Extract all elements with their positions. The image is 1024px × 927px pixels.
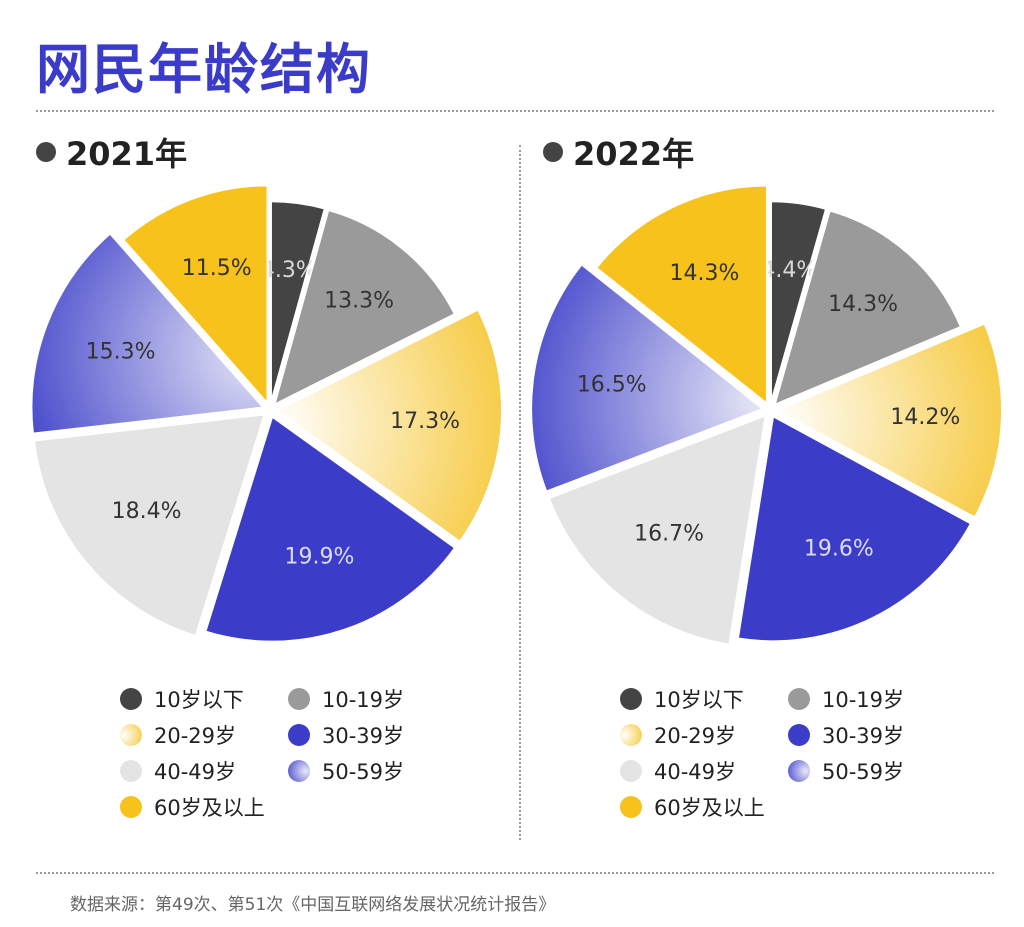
pie-chart-2022: 4.4% 14.3% 14.2% 19.6% 16.7% 16.5% 14.3% [530, 184, 1003, 646]
legend-swatch-icon [288, 688, 310, 710]
legend-label: 40-49岁 [654, 760, 737, 784]
slice-data-label: 14.2% [890, 405, 960, 430]
legend-swatch-icon [620, 688, 642, 710]
legend-item: 60岁及以上 [120, 792, 288, 822]
legend-label: 10岁以下 [654, 688, 744, 712]
legend-item: 40-49岁 [120, 756, 288, 786]
legend-item: 30-39岁 [288, 720, 438, 750]
legend-label: 30-39岁 [322, 724, 405, 748]
legend-item: 20-29岁 [120, 720, 288, 750]
panel-title-2021: 2021年 [36, 130, 187, 174]
pie-slice-4 [204, 415, 457, 643]
pie-slice-4 [736, 415, 972, 643]
slice-data-label: 16.5% [577, 372, 647, 397]
legend-swatch-icon [788, 688, 810, 710]
legend-2021: 10岁以下 10-19岁 20-29岁 30-39岁 40-49岁 50-59岁 60岁及以… [120, 684, 440, 822]
legend-label: 50-59岁 [822, 760, 905, 784]
pie-slice-7 [595, 184, 768, 405]
bullet-dot-icon [36, 142, 56, 162]
legend-item: 50-59岁 [788, 756, 938, 786]
pie-slice-1 [269, 200, 326, 405]
pie-slice-6 [30, 232, 265, 435]
legend-swatch-icon [620, 724, 642, 746]
legend-item: 60岁及以上 [620, 792, 788, 822]
panel-title-text: 2021年 [66, 135, 188, 173]
slice-data-label: 16.7% [634, 521, 704, 546]
legend-swatch-icon [288, 760, 310, 782]
legend-label: 30-39岁 [822, 724, 905, 748]
legend-label: 40-49岁 [154, 760, 237, 784]
slice-data-label: 4.4% [761, 258, 817, 283]
bottom-divider [36, 872, 994, 874]
slice-data-label: 13.3% [324, 289, 394, 314]
legend-label: 20-29岁 [154, 724, 237, 748]
slice-data-label: 19.6% [804, 536, 874, 561]
legend-swatch-icon [120, 796, 142, 818]
slice-data-label: 14.3% [670, 261, 740, 286]
slice-data-label: 19.9% [285, 544, 355, 569]
pie-slice-5 [547, 414, 767, 646]
legend-item: 10-19岁 [288, 684, 438, 714]
legend-item: 30-39岁 [788, 720, 938, 750]
legend-2022: 10岁以下 10-19岁 20-29岁 30-39岁 40-49岁 50-59岁 60岁及以… [620, 684, 940, 822]
pie-slice-7 [122, 184, 269, 405]
legend-swatch-icon [788, 760, 810, 782]
pie-slice-3 [775, 322, 1003, 519]
legend-label: 50-59岁 [322, 760, 405, 784]
center-divider [519, 145, 521, 840]
pie-slice-5 [33, 413, 266, 637]
slice-data-label: 14.3% [828, 292, 898, 317]
legend-swatch-icon [120, 760, 142, 782]
legend-label: 10-19岁 [322, 688, 405, 712]
slice-data-label: 4.3% [261, 258, 317, 283]
slice-data-label: 15.3% [86, 339, 156, 364]
pie-slice-6 [530, 263, 765, 493]
panel-title-2022: 2022年 [543, 130, 694, 174]
legend-item: 10岁以下 [620, 684, 788, 714]
legend-label: 60岁及以上 [154, 796, 265, 820]
page-title: 网民年龄结构 [36, 38, 372, 101]
slice-data-label: 11.5% [182, 256, 252, 281]
data-source-note: 数据来源：第49次、第51次《中国互联网络发展状况统计报告》 [70, 895, 556, 915]
panel-title-text: 2022年 [573, 135, 695, 173]
pie-chart-2021: 4.3% 13.3% 17.3% 19.9% 18.4% 15.3% 11.5% [30, 184, 503, 643]
legend-label: 60岁及以上 [654, 796, 765, 820]
top-divider [36, 110, 994, 112]
legend-item: 10-19岁 [788, 684, 938, 714]
pie-slice-3 [275, 308, 503, 543]
pie-slice-2 [773, 209, 962, 406]
legend-swatch-icon [120, 724, 142, 746]
legend-swatch-icon [620, 760, 642, 782]
legend-swatch-icon [788, 724, 810, 746]
pie-slice-2 [273, 209, 456, 406]
legend-label: 10岁以下 [154, 688, 244, 712]
legend-item: 20-29岁 [620, 720, 788, 750]
bullet-dot-icon [543, 142, 563, 162]
legend-item: 40-49岁 [620, 756, 788, 786]
legend-swatch-icon [120, 688, 142, 710]
legend-item: 50-59岁 [288, 756, 438, 786]
legend-swatch-icon [620, 796, 642, 818]
slice-data-label: 18.4% [112, 499, 182, 524]
pie-slice-1 [769, 200, 828, 405]
legend-label: 20-29岁 [654, 724, 737, 748]
legend-label: 10-19岁 [822, 688, 905, 712]
legend-swatch-icon [288, 724, 310, 746]
legend-item: 10岁以下 [120, 684, 288, 714]
slice-data-label: 17.3% [390, 409, 460, 434]
